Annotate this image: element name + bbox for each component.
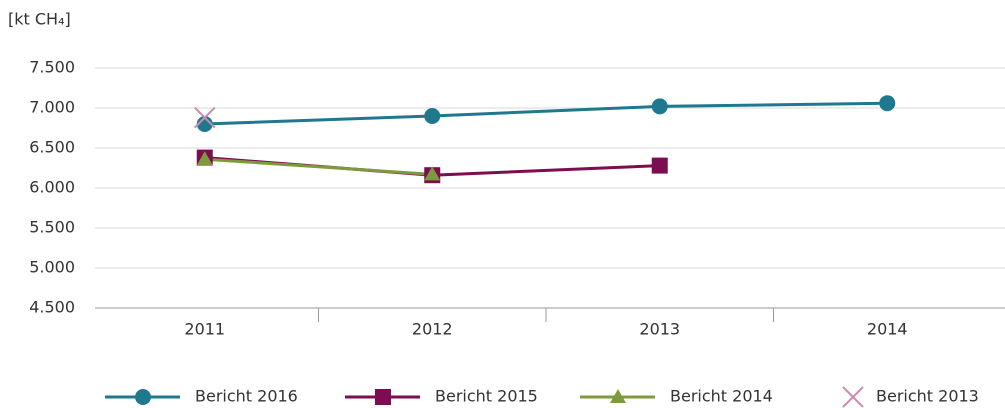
y-tick-label: 5.000 bbox=[29, 258, 75, 277]
x-tick-label: 2011 bbox=[184, 320, 225, 339]
legend-label: Bericht 2013 bbox=[876, 387, 979, 406]
marker bbox=[424, 108, 441, 124]
y-tick-label: 7.000 bbox=[29, 98, 75, 117]
marker bbox=[194, 106, 216, 129]
y-tick-label: 4.500 bbox=[29, 298, 75, 317]
marker bbox=[135, 389, 151, 405]
y-tick-label: 7.500 bbox=[29, 58, 75, 77]
series-line bbox=[204, 101, 888, 126]
marker bbox=[651, 98, 668, 115]
x-tick-label: 2014 bbox=[867, 320, 908, 339]
y-tick-label: 5.500 bbox=[29, 218, 75, 237]
x-tick-label: 2012 bbox=[412, 320, 453, 339]
legend-label: Bericht 2016 bbox=[195, 387, 298, 406]
legend-label: Bericht 2014 bbox=[670, 387, 773, 406]
marker bbox=[196, 116, 213, 132]
marker bbox=[842, 386, 864, 408]
y-tick-label: 6.500 bbox=[29, 138, 75, 157]
y-tick-label: 6.000 bbox=[29, 178, 75, 197]
y-axis-label: [kt CH₄] bbox=[8, 10, 71, 29]
x-tick-label: 2013 bbox=[639, 320, 680, 339]
marker bbox=[375, 389, 391, 405]
marker bbox=[196, 151, 213, 166]
marker bbox=[651, 157, 668, 174]
marker bbox=[424, 166, 441, 181]
marker bbox=[610, 389, 626, 403]
series-line bbox=[204, 157, 433, 176]
legend-label: Bericht 2015 bbox=[435, 387, 538, 406]
marker bbox=[879, 95, 896, 112]
